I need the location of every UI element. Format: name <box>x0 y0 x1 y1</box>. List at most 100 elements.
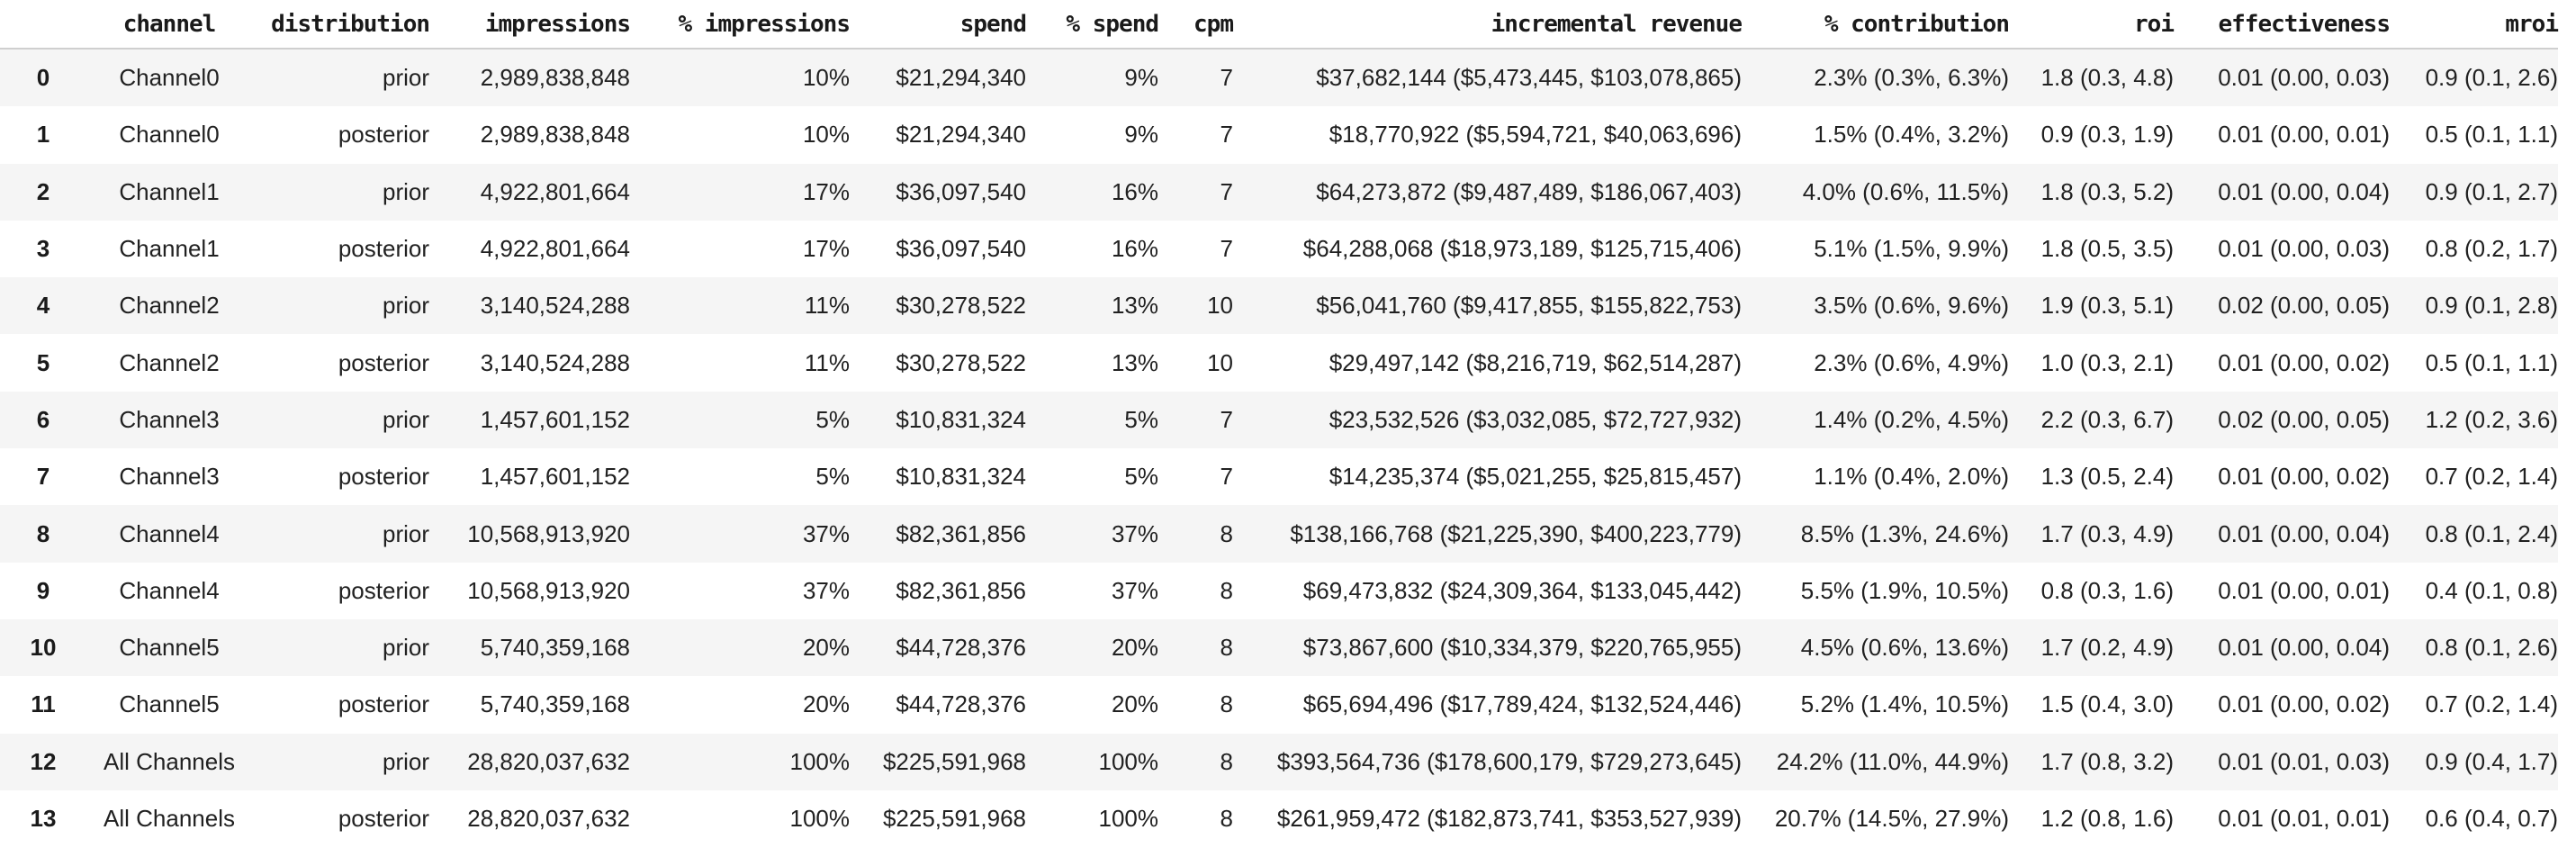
cell: Channel3 <box>119 405 220 433</box>
cell: $261,959,472 ($182,873,741, $353,527,939… <box>1276 805 1742 832</box>
cell: 16% <box>1111 177 1158 205</box>
cell: 5,740,359,168 <box>480 634 630 662</box>
cell: 7 <box>1220 121 1233 149</box>
cell: $18,770,922 ($5,594,721, $40,063,696) <box>1329 121 1742 149</box>
cell: prior <box>382 634 429 662</box>
row-index: 12 <box>30 747 57 775</box>
cell: $64,288,068 ($18,973,189, $125,715,406) <box>1302 235 1742 263</box>
cell: 1.9 (0.3, 5.1) <box>2040 292 2174 320</box>
cell: 0.9 (0.1, 2.7) <box>2425 177 2558 205</box>
cell: 1.8 (0.5, 3.5) <box>2040 235 2174 263</box>
cell: 2.3% (0.3%, 6.3%) <box>1814 64 2009 92</box>
cell: 5.5% (1.9%, 10.5%) <box>1800 576 2009 604</box>
cell: 28,820,037,632 <box>467 805 630 832</box>
cell: 0.4 (0.1, 0.8) <box>2425 576 2558 604</box>
cell: 0.01 (0.00, 0.02) <box>2218 690 2390 718</box>
cell: 0.01 (0.00, 0.02) <box>2218 348 2390 376</box>
cell: $23,532,526 ($3,032,085, $72,727,932) <box>1329 405 1742 433</box>
cell: prior <box>382 519 429 547</box>
cell: 37% <box>802 576 850 604</box>
header-cell-index <box>0 0 86 50</box>
cell: $44,728,376 <box>896 690 1026 718</box>
cell: 7 <box>1220 64 1233 92</box>
cell: 9% <box>1124 64 1158 92</box>
cell: 37% <box>1111 519 1158 547</box>
cell: 2.2 (0.3, 6.7) <box>2040 405 2174 433</box>
cell: prior <box>382 177 429 205</box>
cell: 5% <box>815 405 850 433</box>
cell: All Channels <box>104 805 235 832</box>
cell: 0.01 (0.00, 0.03) <box>2218 235 2390 263</box>
cell: Channel5 <box>119 690 220 718</box>
cell: Channel1 <box>119 177 220 205</box>
cell: 0.6 (0.4, 0.7) <box>2425 805 2558 832</box>
cell: 0.01 (0.01, 0.03) <box>2218 747 2390 775</box>
cell: Channel0 <box>119 121 220 149</box>
cell: All Channels <box>104 747 235 775</box>
table-row: 8 Channel4 prior 10,568,913,920 37% $82,361,8… <box>0 505 2558 563</box>
cell: 0.7 (0.2, 1.4) <box>2425 690 2558 718</box>
table-row: 1 Channel0 posterior 2,989,838,848 10% $21,29… <box>0 106 2558 163</box>
cell: $36,097,540 <box>896 177 1026 205</box>
row-index: 4 <box>36 292 50 320</box>
cell: $10,831,324 <box>896 405 1026 433</box>
cell: Channel5 <box>119 634 220 662</box>
cell: 100% <box>1098 805 1159 832</box>
cell: prior <box>382 405 429 433</box>
cell: 17% <box>802 177 850 205</box>
cell: 0.01 (0.00, 0.04) <box>2218 177 2390 205</box>
cell: 3.5% (0.6%, 9.6%) <box>1814 292 2009 320</box>
cell: 1.8 (0.3, 5.2) <box>2040 177 2174 205</box>
cell: 1.5% (0.4%, 3.2%) <box>1814 121 2009 149</box>
header-row: channel distribution impressions% impressi… <box>0 0 2559 50</box>
table-row: 5 Channel2 posterior 3,140,524,288 11% $30,27… <box>0 334 2558 391</box>
cell: 1.7 (0.3, 4.9) <box>2040 519 2174 547</box>
table-row: 10 Channel5 prior 5,740,359,168 20% $44,728,3… <box>0 618 2558 677</box>
cell: 0.02 (0.00, 0.05) <box>2218 405 2390 433</box>
cell: 5.1% (1.5%, 9.9%) <box>1814 235 2009 263</box>
cell: 7 <box>1220 463 1233 491</box>
cell: 1,457,601,152 <box>480 405 630 433</box>
cell: 0.01 (0.00, 0.04) <box>2218 519 2390 547</box>
cell: posterior <box>338 690 429 718</box>
cell: 0.02 (0.00, 0.05) <box>2218 292 2390 320</box>
cell: 1.0 (0.3, 2.1) <box>2040 348 2174 376</box>
cell: Channel0 <box>119 64 220 92</box>
cell: 1.7 (0.2, 4.9) <box>2040 634 2174 662</box>
cell: 1.5 (0.4, 3.0) <box>2040 690 2174 718</box>
cell: 7 <box>1220 405 1233 433</box>
table-header: channel distribution impressions% impressi… <box>0 0 2559 50</box>
row-index: 1 <box>36 121 50 149</box>
cell: 0.8 (0.3, 1.6) <box>2040 576 2174 604</box>
cell: 1.3 (0.5, 2.4) <box>2040 463 2174 491</box>
table-row: 6 Channel3 prior 1,457,601,152 5% $10,831,324… <box>0 391 2558 449</box>
row-index: 5 <box>36 348 50 376</box>
row-index: 7 <box>36 463 50 491</box>
cell: $29,497,142 ($8,216,719, $62,514,287) <box>1329 348 1742 376</box>
cell: 4,922,801,664 <box>480 235 630 263</box>
cell: 20% <box>1111 634 1158 662</box>
cell: 4.0% (0.6%, 11.5%) <box>1802 177 2009 205</box>
cell: 13% <box>1111 348 1158 376</box>
cell: 0.8 (0.1, 2.6) <box>2425 634 2558 662</box>
cell: 2,989,838,848 <box>480 64 630 92</box>
row-index: 2 <box>36 177 50 205</box>
header-cell-roi: roi <box>2009 0 2175 50</box>
cell: 8 <box>1220 576 1233 604</box>
row-index: 6 <box>36 405 50 433</box>
table-row: 2 Channel1 prior 4,922,801,664 17% $36,097,54… <box>0 163 2558 221</box>
cell: $225,591,968 <box>882 805 1026 832</box>
cell: $30,278,522 <box>896 348 1026 376</box>
cell: 1,457,601,152 <box>480 463 630 491</box>
cell: 1.2 (0.8, 1.6) <box>2040 805 2174 832</box>
cell: 24.2% (11.0%, 44.9%) <box>1776 747 2009 775</box>
cell: 100% <box>1098 747 1159 775</box>
cell: $37,682,144 ($5,473,445, $103,078,865) <box>1316 64 1742 92</box>
cell: 20% <box>802 690 850 718</box>
header-cell-effectiveness: effectiveness <box>2174 0 2391 50</box>
cell: 5% <box>815 463 850 491</box>
cell: 7 <box>1220 177 1233 205</box>
cell: 5% <box>1124 463 1158 491</box>
cell: $56,041,760 ($9,417,855, $155,822,753) <box>1316 292 1742 320</box>
table-row: 0 Channel0 prior 2,989,838,848 10% $21,294,34… <box>0 49 2558 107</box>
